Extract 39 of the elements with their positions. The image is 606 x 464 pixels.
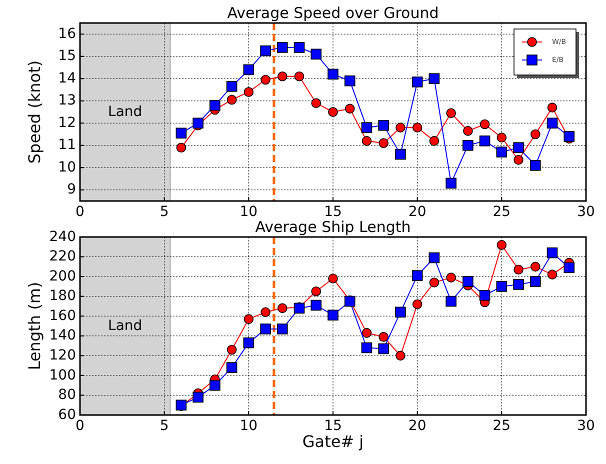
band-label: Land	[108, 104, 142, 120]
x-tick-label: 0	[76, 418, 84, 434]
y-tick-label: 140	[49, 328, 76, 344]
y-axis-title: Speed (knot)	[25, 60, 44, 164]
y-tick-label: 12	[58, 114, 76, 131]
y-tick-label: 9	[67, 182, 76, 198]
y-tick-label: 80	[58, 387, 76, 404]
y-tick-label: 15	[58, 48, 76, 64]
x-axis-title: Gate# j	[302, 432, 364, 451]
y-axis-title: Length (m)	[25, 282, 44, 370]
y-tick-label: 11	[58, 137, 76, 154]
chart-title: Average Ship Length	[255, 218, 411, 236]
x-tick-label: 20	[408, 204, 426, 220]
x-tick-label: 30	[577, 204, 595, 220]
y-tick-label: 220	[49, 248, 76, 265]
x-tick-label: 25	[492, 204, 511, 220]
y-tick-label: 16	[58, 26, 76, 42]
y-tick-label: 13	[58, 92, 76, 109]
y-tick-label: 14	[58, 70, 76, 86]
chart-title: Average Speed over Ground	[227, 4, 439, 22]
y-tick-label: 60	[58, 406, 76, 423]
y-tick-label: 120	[49, 347, 76, 364]
x-tick-label: 15	[324, 204, 342, 220]
band-label: Land	[108, 318, 142, 334]
x-tick-label: 5	[160, 418, 169, 434]
x-tick-label: 20	[408, 418, 426, 434]
x-tick-label: 10	[240, 418, 258, 434]
y-tick-label: 240	[49, 228, 76, 245]
x-tick-label: 15	[324, 418, 342, 434]
x-tick-label: 25	[492, 418, 511, 434]
y-tick-label: 200	[49, 268, 76, 284]
x-tick-label: 30	[577, 418, 595, 434]
y-tick-label: 180	[49, 288, 76, 304]
y-tick-label: 160	[49, 308, 76, 324]
x-tick-label: 5	[160, 204, 169, 220]
y-tick-label: 10	[58, 159, 76, 176]
x-tick-label: 10	[240, 204, 258, 220]
y-tick-label: 100	[49, 367, 76, 384]
x-tick-label: 0	[76, 204, 84, 220]
